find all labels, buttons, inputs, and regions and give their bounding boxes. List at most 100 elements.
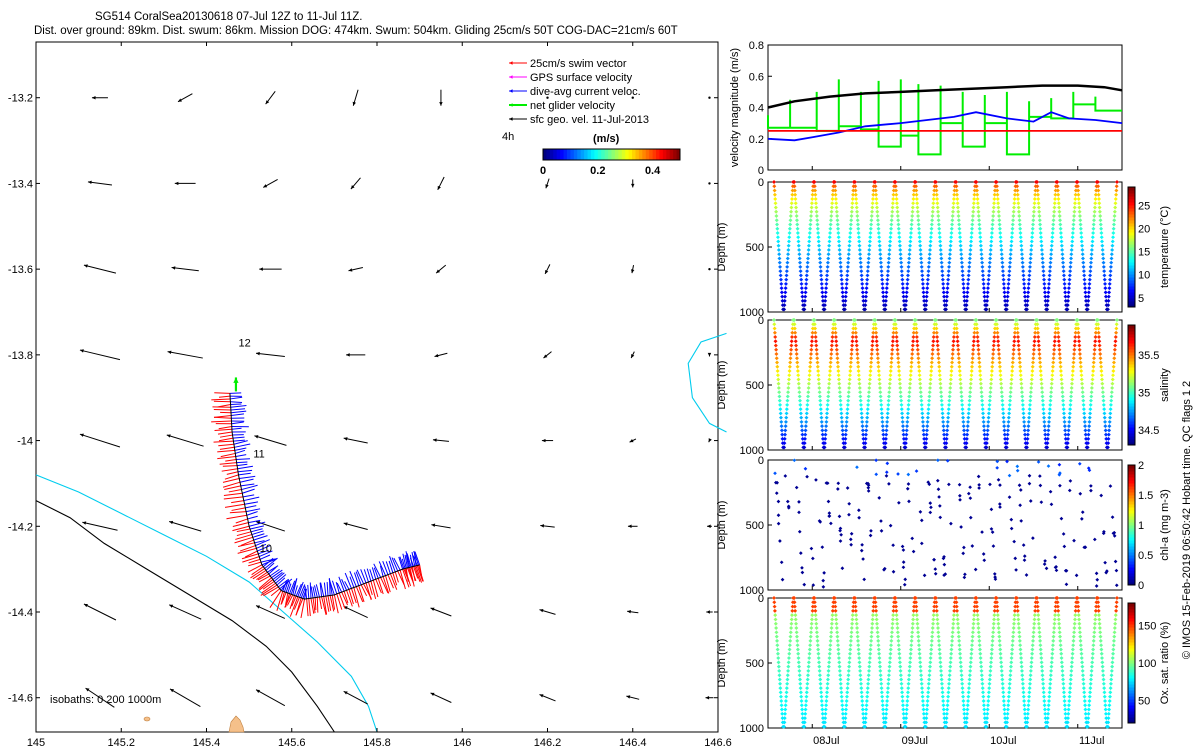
temperature-point [1071,226,1076,231]
temperature-point [977,226,982,231]
y-tick-label: -14.4 [8,607,33,619]
swim-vector [331,595,336,610]
geo-vector [83,603,117,621]
temperature-point [991,213,996,218]
swim-vector [333,594,339,614]
swim-vector [355,586,364,603]
temperature-point [1040,252,1045,257]
temperature-point [918,252,923,257]
salinity-point [779,419,784,424]
colorbar-swatch [1128,489,1135,493]
temperature-point [1092,218,1097,223]
colorbar-swatch [1128,609,1135,613]
colorbar-swatch [1128,543,1135,547]
geo-vector-head [631,354,635,359]
salinity-point [856,364,861,369]
temperature-point [937,235,942,240]
dac-vector [257,544,271,552]
colorbar-swatch [1128,696,1135,700]
swim-vector [409,567,415,587]
temperature-point [1052,209,1057,214]
colorbar-swatch [1128,477,1135,481]
colorbar-swatch [652,149,657,160]
geo-vector-head [83,604,88,608]
dac-vector [406,553,412,568]
colorbar-swatch [635,149,640,160]
temperature-point [867,252,871,257]
temperature-point [1031,222,1035,227]
temperature-point [826,252,831,257]
x-tick-label: 146.6 [704,737,732,749]
dac-vector [231,413,245,416]
colorbar-swatch [1128,636,1135,640]
colorbar-swatch [1128,678,1135,682]
dac-vector [244,501,259,505]
dac-vector [230,401,243,404]
swim-vector [365,582,372,601]
geo-vector-head [541,438,546,443]
colorbar-swatch [1128,349,1135,353]
dac-vector [238,472,251,476]
temperature-point [1035,180,1040,184]
dac-vector [309,582,312,599]
colorbar-swatch [1128,343,1135,347]
swim-vector [235,534,253,540]
colorbar-swatch [1128,337,1135,341]
salinity-point [866,398,871,403]
dac-vector [382,561,389,575]
colorbar-swatch [1128,403,1135,407]
swim-vector [235,518,248,524]
colorbar-swatch [1128,370,1135,374]
geo-vector [255,689,286,707]
colorbar-swatch [1128,256,1135,260]
salinity-point [846,398,851,403]
colorbar-swatch [1128,564,1135,568]
dac-vector [232,436,245,439]
swim-vector [329,595,335,612]
dac-vector [349,570,357,587]
dac-vector [243,496,260,502]
x-tick-label: 146.2 [534,737,562,749]
temperature-point [997,213,1001,218]
temperature-point [1050,226,1055,231]
swim-vector [247,564,263,573]
salinity-point [883,436,888,441]
temperature-point [1111,226,1116,231]
geo-vector-head [545,269,549,274]
dac-vector [236,461,248,464]
temperature-point [1051,218,1056,223]
temperature-point [997,218,1002,223]
swim-vector [377,578,384,595]
temperature-point [1099,235,1104,240]
geo-vector-head [254,435,259,439]
temperature-point [912,188,917,193]
swim-vector [222,465,238,467]
temperature-point [1075,180,1080,184]
colorbar-swatch [1128,639,1135,643]
temperature-point [786,252,791,257]
colorbar-frame [542,148,681,161]
swim-vector [258,579,274,591]
swim-vector [217,431,233,435]
colorbar-swatch [1128,340,1135,344]
geo-vector [255,352,285,357]
dac-vector [230,405,247,408]
colorbar-swatch [577,149,582,160]
figure-title-line1: SG514 CoralSea20130618 07-Jul 12Z to 11-… [95,11,363,23]
colorbar-swatch [1128,513,1135,517]
temperature-point [1100,243,1105,248]
temperature-point [936,222,941,227]
temperature-point [802,298,807,303]
geo-vector [168,604,202,620]
temperature-point [950,222,955,227]
temperature-point [1035,184,1040,189]
temperature-point [1038,222,1043,227]
dac-vector [237,463,248,467]
colorbar-swatch [1128,325,1135,329]
colorbar-tick-label: 0.5 [1138,550,1153,562]
swim-vector [236,528,251,533]
geo-vector-dot [631,96,634,99]
temperature-point [901,298,906,303]
colorbar-tick-label: 100 [1138,658,1156,670]
temperature-point [837,243,842,248]
